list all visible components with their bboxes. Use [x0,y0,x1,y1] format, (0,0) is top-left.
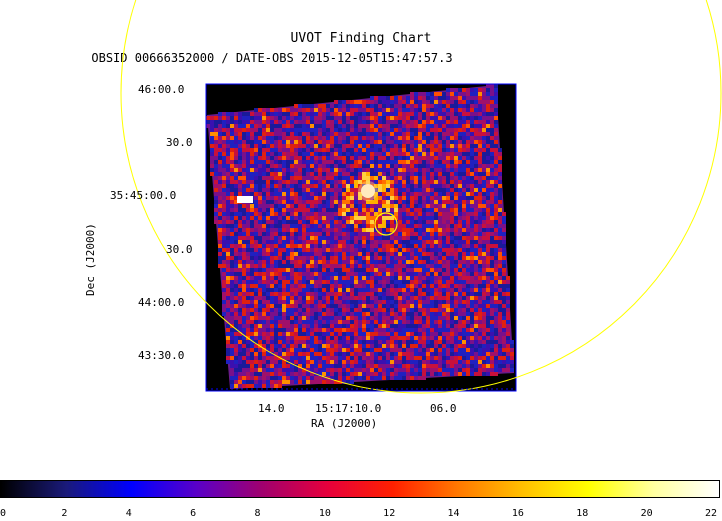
dec-tick-label: 43:30.0 [138,349,185,362]
colorbar-tick-label: 2 [61,508,68,519]
bright-source [361,184,375,198]
colorbar-tick-label: 10 [318,508,331,519]
target-circle [374,212,398,236]
chart-title: UVOT Finding Chart [290,31,432,46]
secondary-source [237,196,253,203]
colorbar-tick-label: 4 [125,508,132,519]
dec-tick-label: 30.0 [166,136,193,149]
dec-tick-label: 30.0 [166,243,193,256]
colorbar-tick-label: 18 [576,508,589,519]
ra-tick-label: 06.0 [430,402,457,415]
plot-frame [205,83,517,392]
error-circle [120,0,722,394]
dec-tick-label: 35:45:00.0 [110,189,177,202]
ra-tick-label: 14.0 [258,402,285,415]
colorbar-tick-label: 22 [705,508,718,519]
dec-tick-label: 44:00.0 [138,296,185,309]
colorbar [0,480,720,498]
y-axis-label: Dec (J2000) [84,223,97,296]
dec-tick-label: 46:00.0 [138,83,185,96]
colorbar-tick-label: 8 [254,508,261,519]
colorbar-tick-label: 14 [447,508,460,519]
colorbar-tick-label: 16 [511,508,524,519]
chart-subtitle: OBSID 00666352000 / DATE-OBS 2015-12-05T… [91,51,453,65]
bright-source-halo [358,181,378,201]
x-axis-label: RA (J2000) [311,417,378,430]
colorbar-tick-label: 12 [383,508,396,519]
ra-tick-label: 15:17:10.0 [315,402,382,415]
colorbar-tick-label: 0 [0,508,7,519]
image-noise [206,84,514,388]
colorbar-tick-label: 6 [190,508,197,519]
colorbar-tick-label: 20 [640,508,653,519]
